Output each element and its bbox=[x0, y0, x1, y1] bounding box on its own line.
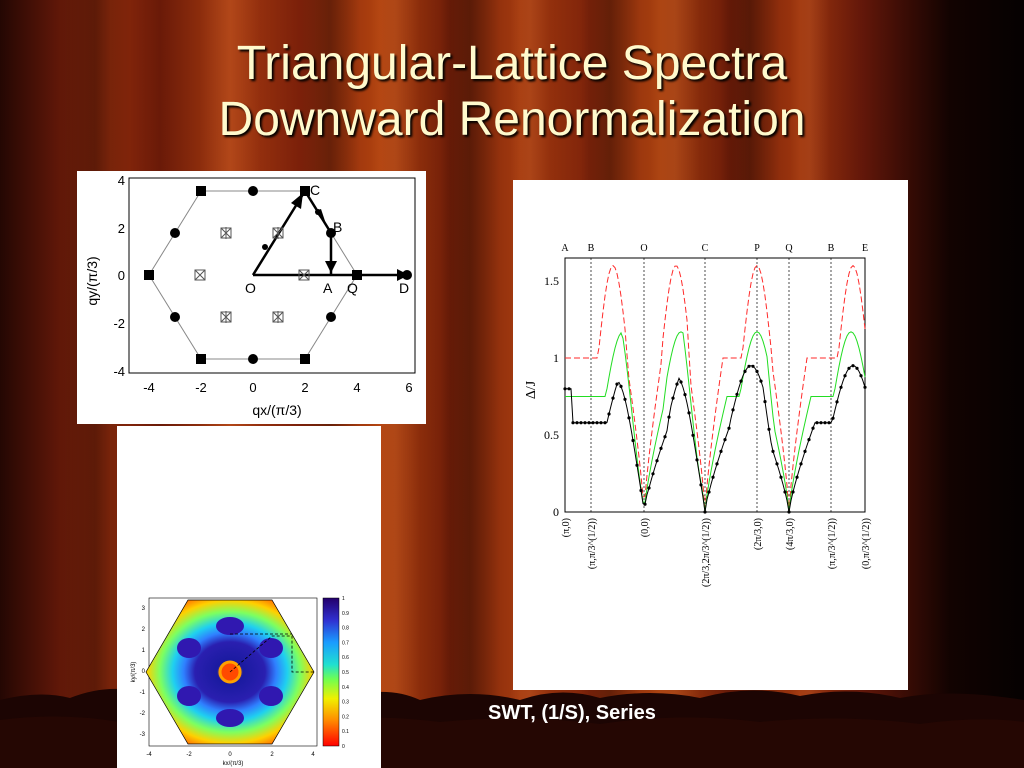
k-point-label: (4π/3,0) bbox=[785, 518, 796, 550]
colorbar-tick: 0.7 bbox=[342, 640, 349, 646]
path-point-label: Q bbox=[785, 243, 793, 254]
x-tick: -4 bbox=[143, 380, 155, 395]
y-tick: 3 bbox=[142, 606, 146, 612]
x-tick: 2 bbox=[301, 380, 308, 395]
y-tick: 4 bbox=[118, 173, 125, 188]
k-point-label: (π,0) bbox=[561, 518, 572, 537]
y-tick: 0 bbox=[118, 268, 125, 283]
y-tick: 0.5 bbox=[544, 428, 559, 442]
x-tick: -4 bbox=[146, 752, 152, 758]
k-point-label: (π,π/3^(1/2)) bbox=[587, 518, 598, 569]
point-label-c: C bbox=[310, 182, 320, 198]
point-label-b: B bbox=[333, 219, 342, 235]
path-point-label: O bbox=[640, 243, 647, 254]
y-tick: 1 bbox=[553, 351, 559, 365]
point-label-a: A bbox=[323, 280, 333, 296]
k-point-label: (0,0) bbox=[640, 518, 651, 537]
point-label-d: D bbox=[399, 280, 409, 296]
path-point-label: A bbox=[561, 243, 569, 254]
colorbar-tick: 0.1 bbox=[342, 729, 349, 735]
title-line-2: Downward Renormalization bbox=[218, 93, 806, 146]
title-line-1: Triangular-Lattice Spectra bbox=[236, 37, 788, 90]
y-tick: 0 bbox=[553, 505, 559, 519]
y-tick: 1.5 bbox=[544, 274, 559, 288]
y-tick: -3 bbox=[140, 732, 146, 738]
slide-caption: SWT, (1/S), Series bbox=[488, 702, 656, 724]
k-point-label: (0,π/3^(1/2)) bbox=[861, 518, 872, 569]
x-tick: -2 bbox=[186, 752, 192, 758]
point-label-q: Q bbox=[347, 280, 358, 296]
x-tick: -2 bbox=[195, 380, 207, 395]
colorbar-tick: 1 bbox=[342, 596, 345, 602]
k-point-label: (2π/3,2π/3^(1/2)) bbox=[701, 518, 712, 587]
colorbar-tick: 0.8 bbox=[342, 626, 349, 632]
colorbar-tick: 0.4 bbox=[342, 685, 349, 691]
colorbar-tick: 0.6 bbox=[342, 655, 349, 661]
lattice-plot: -4 -2 0 2 4 6 4 2 0 -2 -4 qx/(π/3) qy/(π… bbox=[77, 171, 426, 424]
point-label-o: O bbox=[245, 280, 256, 296]
y-axis-label: ky/(π/3) bbox=[131, 662, 137, 683]
colorbar-tick: 0 bbox=[342, 744, 345, 750]
spectrum-plot: A B O C P Q B E (π,0) (π,π/3^(1/2)) (0,0) (2π/3,2π… bbox=[513, 180, 908, 690]
y-tick: 2 bbox=[142, 627, 146, 633]
path-point-label: B bbox=[588, 243, 595, 254]
slide-title: Triangular-Lattice Spectra Downward Reno… bbox=[0, 36, 1024, 148]
path-point-label: P bbox=[754, 243, 760, 254]
k-point-label: (2π/3,0) bbox=[753, 518, 764, 550]
colorbar-tick: 0.2 bbox=[342, 714, 349, 720]
x-tick: 4 bbox=[353, 380, 360, 395]
x-tick: 4 bbox=[311, 752, 315, 758]
x-tick: 2 bbox=[270, 752, 274, 758]
y-tick: 0 bbox=[142, 669, 146, 675]
y-tick: -2 bbox=[140, 711, 146, 717]
y-tick: -1 bbox=[140, 690, 146, 696]
colormap-plot: 1 0.9 0.8 0.7 0.6 0.5 0.4 0.3 0.2 0.1 0 -4 -2 0 2 … bbox=[117, 426, 381, 768]
colorbar-tick: 0.5 bbox=[342, 670, 349, 676]
path-point-label: B bbox=[828, 243, 835, 254]
y-tick: 1 bbox=[142, 648, 146, 654]
x-axis-label: kx/(π/3) bbox=[223, 761, 244, 767]
y-axis-label: qy/(π/3) bbox=[84, 256, 100, 305]
colorbar-tick: 0.9 bbox=[342, 611, 349, 617]
x-tick: 0 bbox=[249, 380, 256, 395]
y-tick: -4 bbox=[113, 364, 125, 379]
y-axis-label: Δ/J bbox=[524, 380, 539, 399]
colorbar-tick: 0.3 bbox=[342, 700, 349, 706]
y-tick: -2 bbox=[113, 316, 125, 331]
x-tick: 0 bbox=[228, 752, 232, 758]
y-tick: 2 bbox=[118, 221, 125, 236]
path-point-label: E bbox=[862, 243, 868, 254]
x-tick: 6 bbox=[405, 380, 412, 395]
path-point-label: C bbox=[702, 243, 709, 254]
x-axis-label: qx/(π/3) bbox=[252, 402, 301, 418]
k-point-label: (π,π/3^(1/2)) bbox=[827, 518, 838, 569]
